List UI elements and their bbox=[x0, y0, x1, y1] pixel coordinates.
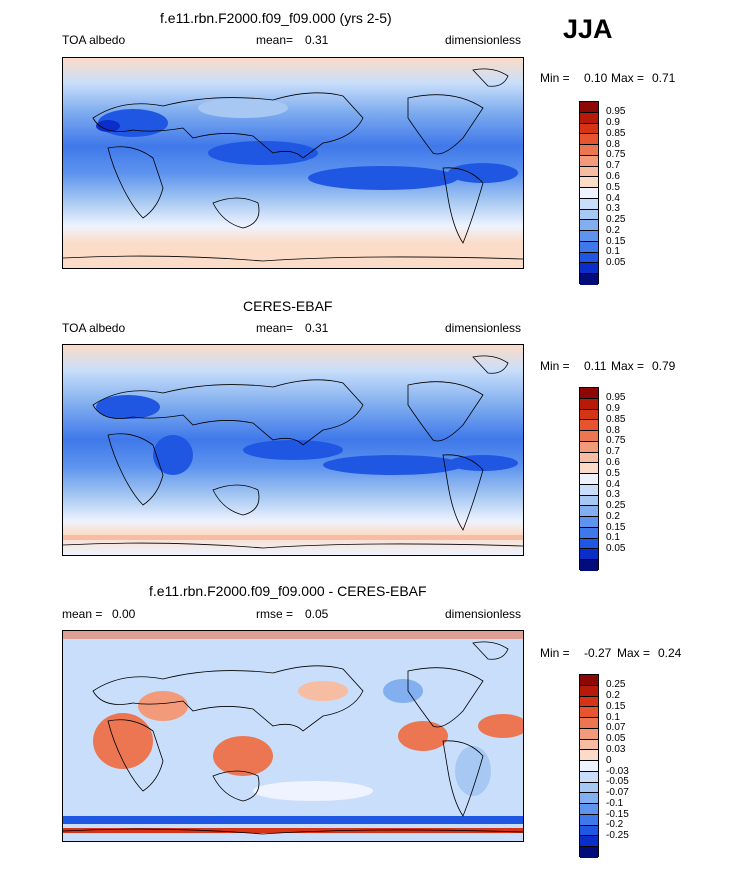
panel2-units: dimensionless bbox=[445, 321, 522, 335]
panel2-min-value: 0.11 bbox=[584, 359, 607, 373]
panel3-map bbox=[62, 630, 524, 842]
panel3-units: dimensionless bbox=[445, 607, 522, 621]
panel1-cbar-label: 0.95 bbox=[606, 106, 626, 117]
panel1-cbar-label: 0.8 bbox=[606, 139, 620, 150]
panel1-cbar-label: 0.85 bbox=[606, 128, 626, 139]
panel3-map-field bbox=[63, 631, 523, 841]
panel3-cbar-label: 0.05 bbox=[606, 733, 626, 744]
season-label: JJA bbox=[563, 14, 613, 44]
panel3-cbar-label: -0.25 bbox=[606, 830, 629, 841]
panel3-cbar-label: 0.25 bbox=[606, 679, 626, 690]
panel3-cbar-label: 0.07 bbox=[606, 722, 626, 733]
panel2-colorbar bbox=[579, 387, 599, 571]
panel3-cbar-label: 0 bbox=[606, 755, 612, 766]
panel3-mean-value: 0.00 bbox=[112, 607, 136, 621]
panel2-cbar-label: 0.85 bbox=[606, 414, 626, 425]
panel1-mean-value: 0.31 bbox=[305, 33, 329, 47]
panel2-cbar-label: 0.9 bbox=[606, 403, 620, 414]
panel2-cbar-label: 0.5 bbox=[606, 468, 620, 479]
panel2-cbar-label: 0.8 bbox=[606, 425, 620, 436]
panel1-min-value: 0.10 bbox=[584, 71, 608, 85]
panel2-map-field bbox=[63, 345, 523, 555]
panel1-map-field bbox=[63, 58, 523, 268]
panel3-cbar-label: -0.1 bbox=[606, 798, 624, 809]
panel2-mean-label: mean= bbox=[256, 321, 294, 335]
panel2-max-label: Max = bbox=[611, 359, 645, 373]
panel1-cbar-label: 0.3 bbox=[606, 203, 620, 214]
panel2-map bbox=[62, 344, 524, 556]
panel1-map bbox=[62, 57, 524, 269]
panel1-max-label: Max = bbox=[611, 71, 645, 85]
panel3-min-value: -0.27 bbox=[584, 646, 612, 660]
panel1-cbar-label: 0.75 bbox=[606, 149, 626, 160]
panel3-max-label: Max = bbox=[617, 646, 651, 660]
panel2-max-value: 0.79 bbox=[652, 359, 676, 373]
panel2-cbar-label: 0.05 bbox=[606, 543, 626, 554]
panel3-mean-label: mean = bbox=[62, 607, 103, 621]
panel1-variable-label: TOA albedo bbox=[62, 33, 126, 47]
panel3-cbar-label: -0.2 bbox=[606, 819, 624, 830]
panel3-colorbar bbox=[579, 674, 599, 858]
panel2-cbar-label: 0.3 bbox=[606, 489, 620, 500]
panel2-cbar-label: 0.2 bbox=[606, 511, 620, 522]
panel3-cbar-label: 0.1 bbox=[606, 712, 620, 723]
panel1-cbar-label: 0.5 bbox=[606, 182, 620, 193]
panel1-cbar-label: 0.05 bbox=[606, 257, 626, 268]
panel1-mean-label: mean= bbox=[256, 33, 294, 47]
panel2-cbar-label: 0.6 bbox=[606, 457, 620, 468]
panel2-cbar-label: 0.7 bbox=[606, 446, 620, 457]
panel3-cbar-label: 0.2 bbox=[606, 690, 620, 701]
panel1-cbar-label: 0.25 bbox=[606, 214, 626, 225]
panel1-cbar-label: 0.7 bbox=[606, 160, 620, 171]
panel1-max-value: 0.71 bbox=[652, 71, 676, 85]
panel1-title: f.e11.rbn.F2000.f09_f09.000 (yrs 2-5) bbox=[160, 10, 392, 26]
panel2-variable-label: TOA albedo bbox=[62, 321, 126, 335]
panel3-cbar-label: -0.07 bbox=[606, 787, 629, 798]
panel2-min-label: Min = bbox=[540, 359, 570, 373]
panel2-cbar-label: 0.1 bbox=[606, 532, 620, 543]
panel3-max-value: 0.24 bbox=[658, 646, 682, 660]
panel2-cbar-label: 0.95 bbox=[606, 392, 626, 403]
panel3-min-label: Min = bbox=[540, 646, 570, 660]
panel2-cbar-label: 0.4 bbox=[606, 479, 620, 490]
panel2-title: CERES-EBAF bbox=[243, 298, 333, 314]
panel3-cbar-label: -0.03 bbox=[606, 766, 629, 777]
panel2-cbar-label: 0.15 bbox=[606, 522, 626, 533]
panel1-cbar-label: 0.15 bbox=[606, 236, 626, 247]
panel2-cbar-label: 0.75 bbox=[606, 435, 626, 446]
panel2-cbar-label: 0.25 bbox=[606, 500, 626, 511]
panel3-title: f.e11.rbn.F2000.f09_f09.000 - CERES-EBAF bbox=[149, 583, 427, 599]
panel3-rmse-label: rmse = bbox=[256, 607, 294, 621]
panel1-colorbar bbox=[579, 101, 599, 285]
panel1-cbar-label: 0.9 bbox=[606, 117, 620, 128]
panel1-min-label: Min = bbox=[540, 71, 570, 85]
panel1-cbar-label: 0.2 bbox=[606, 225, 620, 236]
panel3-rmse-value: 0.05 bbox=[305, 607, 329, 621]
panel3-cbar-label: -0.05 bbox=[606, 776, 629, 787]
panel3-cbar-label: -0.15 bbox=[606, 809, 629, 820]
panel2-mean-value: 0.31 bbox=[305, 321, 329, 335]
panel3-cbar-label: 0.15 bbox=[606, 701, 626, 712]
panel3-cbar-label: 0.03 bbox=[606, 744, 626, 755]
panel1-cbar-label: 0.4 bbox=[606, 193, 620, 204]
panel1-units: dimensionless bbox=[445, 33, 522, 47]
panel1-cbar-label: 0.1 bbox=[606, 246, 620, 257]
panel1-cbar-label: 0.6 bbox=[606, 171, 620, 182]
